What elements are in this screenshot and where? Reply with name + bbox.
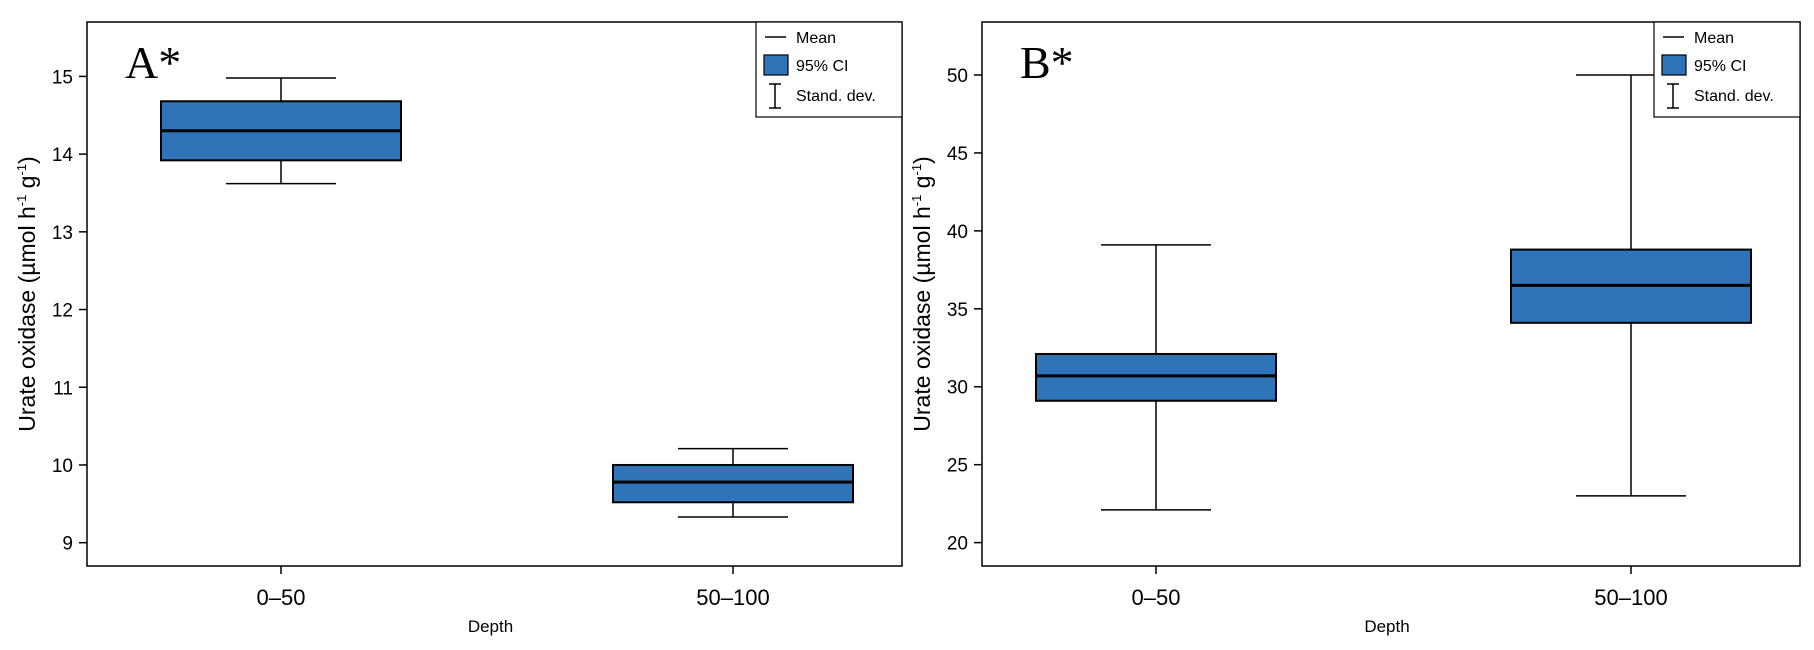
box-50–100 [1510, 74, 1752, 497]
y-tick-label: 50 [947, 66, 968, 87]
x-axis-title: Depth [468, 617, 513, 636]
legend-sd-label: Stand. dev. [1694, 88, 1774, 105]
box-0–50 [160, 77, 402, 185]
x-tick-label: 50–100 [1594, 585, 1667, 610]
legend-ci-label: 95% CI [1694, 58, 1746, 75]
y-axis-title: Urate oxidase (µmol h-1 g-1) [909, 156, 935, 431]
y-tick-label: 13 [52, 223, 73, 244]
x-tick-label: 50–100 [696, 585, 769, 610]
x-tick-label: 0–50 [257, 585, 306, 610]
y-tick-label: 14 [52, 145, 74, 166]
legend: Mean 95% CI Stand. dev. [755, 21, 903, 118]
plot-frame [981, 21, 1801, 567]
y-tick-label: 30 [947, 378, 968, 399]
box-50–100 [612, 447, 854, 518]
y-tick-label: 15 [52, 67, 73, 88]
legend: Mean 95% CI Stand. dev. [1653, 21, 1801, 118]
chart-panel-b: 20 25 30 35 40 45 50 0–50 50–100 Depth Urate oxida… [909, 21, 1801, 636]
legend-mean-label: Mean [1694, 30, 1734, 47]
chart-panel-a: 9 10 11 12 13 14 15 0–50 50–100 Depth Urate oxidas… [14, 21, 903, 636]
y-tick-label: 11 [53, 378, 73, 399]
y-tick-label: 35 [947, 300, 968, 321]
y-tick-label: 45 [947, 144, 968, 165]
x-axis-title: Depth [1364, 617, 1409, 636]
legend-ci-swatch [1661, 54, 1687, 76]
y-tick-label: 9 [62, 534, 73, 555]
legend-sd-label: Stand. dev. [796, 88, 876, 105]
legend-ci-label: 95% CI [796, 58, 848, 75]
y-axis-title: Urate oxidase (µmol h-1 g-1) [14, 156, 40, 431]
y-tick-label: 12 [52, 301, 73, 322]
box-0–50 [1035, 244, 1277, 511]
panel-label: A* [125, 37, 181, 88]
y-tick-label: 40 [947, 222, 968, 243]
legend-ci-swatch [763, 54, 789, 76]
ci-box [1035, 353, 1277, 402]
legend-mean-label: Mean [796, 30, 836, 47]
y-tick-label: 25 [947, 456, 968, 477]
panel-label: B* [1020, 37, 1074, 88]
ci-box [612, 463, 854, 504]
y-tick-label: 20 [947, 534, 968, 555]
x-tick-label: 0–50 [1132, 585, 1181, 610]
y-tick-label: 10 [52, 456, 73, 477]
plot-frame [86, 21, 903, 567]
